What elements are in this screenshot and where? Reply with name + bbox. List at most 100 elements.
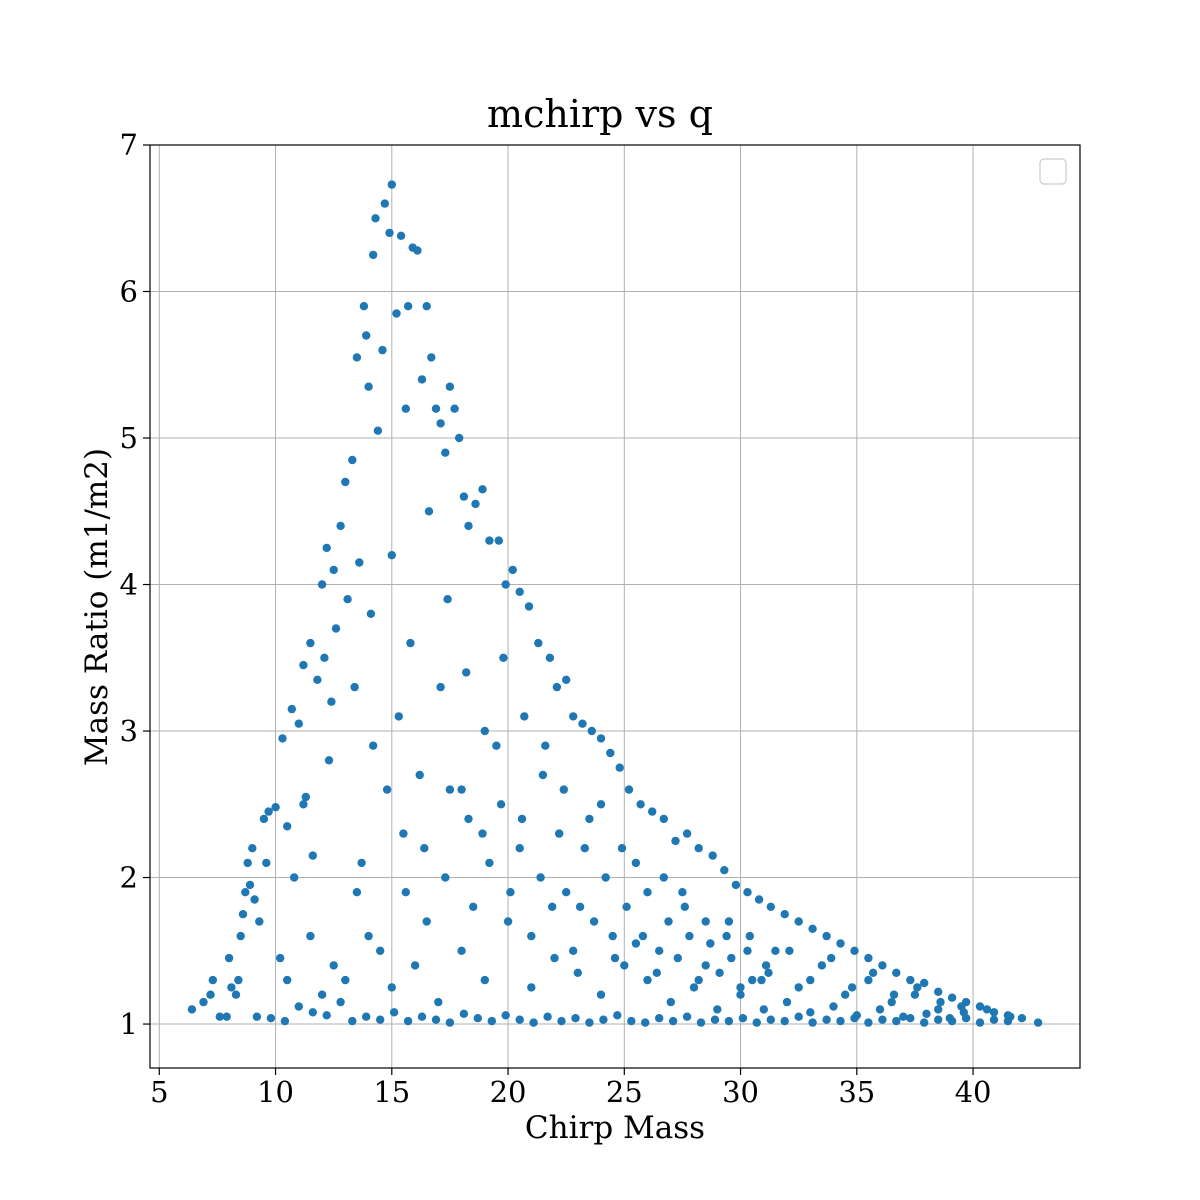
- data-point: [308, 851, 317, 860]
- data-point: [362, 331, 371, 340]
- data-point: [496, 800, 506, 809]
- data-point: [575, 902, 585, 911]
- data-point: [283, 975, 292, 985]
- data-point: [341, 477, 350, 487]
- data-point: [655, 1014, 664, 1023]
- data-point: [659, 814, 668, 824]
- data-point: [850, 946, 859, 955]
- data-point: [324, 756, 334, 765]
- data-point: [541, 741, 550, 750]
- data-point: [715, 968, 724, 977]
- data-point: [485, 858, 494, 868]
- grid: [150, 144, 1080, 1068]
- data-point: [327, 697, 336, 706]
- data-point: [878, 1015, 887, 1024]
- data-point: [794, 983, 803, 992]
- data-point: [264, 807, 273, 816]
- data-point: [982, 1005, 992, 1014]
- data-point: [920, 978, 929, 988]
- data-point: [822, 1015, 831, 1024]
- data-point: [431, 1015, 441, 1024]
- data-point: [596, 734, 606, 743]
- data-point: [892, 968, 901, 977]
- data-point: [580, 844, 589, 853]
- data-point: [352, 353, 362, 362]
- data-point: [827, 953, 836, 963]
- data-point: [617, 844, 627, 853]
- data-point: [215, 1012, 224, 1021]
- data-point: [283, 822, 292, 831]
- data-point: [403, 1016, 413, 1026]
- data-point: [808, 924, 817, 933]
- data-point: [615, 763, 624, 772]
- data-point: [248, 844, 257, 853]
- data-point: [387, 180, 396, 189]
- data-point: [759, 1005, 768, 1014]
- data-point: [478, 829, 487, 838]
- data-point: [934, 987, 943, 996]
- data-point: [401, 888, 410, 897]
- data-point: [382, 785, 392, 794]
- x-tick-label: 30: [722, 1075, 759, 1109]
- data-point: [422, 302, 431, 311]
- data-point: [278, 734, 287, 743]
- data-point: [552, 682, 562, 692]
- data-point: [515, 844, 524, 853]
- data-point: [266, 1014, 276, 1023]
- data-points: [187, 180, 1043, 1027]
- data-point: [545, 653, 555, 662]
- data-point: [696, 1018, 706, 1027]
- data-point: [455, 433, 464, 443]
- data-point: [478, 485, 487, 494]
- data-point: [689, 983, 699, 992]
- data-point: [817, 961, 827, 970]
- data-point: [410, 961, 420, 970]
- data-point: [785, 946, 794, 955]
- data-point: [682, 1012, 692, 1021]
- data-point: [294, 719, 303, 728]
- data-point: [494, 536, 503, 545]
- data-point: [743, 888, 752, 897]
- data-point: [348, 455, 357, 465]
- data-point: [515, 587, 524, 596]
- data-point: [764, 968, 773, 977]
- data-point: [710, 1015, 720, 1024]
- data-point: [569, 946, 578, 955]
- data-point: [366, 609, 376, 618]
- data-point: [443, 595, 452, 604]
- data-point: [782, 997, 792, 1007]
- x-tick-label: 5: [150, 1075, 168, 1109]
- data-point: [396, 231, 406, 240]
- data-point: [317, 580, 327, 589]
- data-point: [301, 792, 310, 802]
- data-point: [417, 375, 427, 384]
- data-point: [947, 993, 957, 1002]
- data-point: [806, 975, 815, 985]
- data-point: [624, 785, 634, 794]
- data-point: [222, 1012, 231, 1021]
- data-point: [422, 917, 431, 926]
- data-point: [745, 931, 754, 941]
- x-tick-label: 15: [373, 1075, 410, 1109]
- data-point: [299, 660, 308, 670]
- data-point: [234, 975, 243, 985]
- data-point: [694, 975, 703, 985]
- data-point: [706, 939, 715, 948]
- data-point: [794, 917, 803, 926]
- data-point: [499, 653, 508, 662]
- data-point: [666, 997, 675, 1007]
- data-point: [852, 1011, 861, 1020]
- data-point: [445, 1018, 455, 1027]
- data-point: [271, 803, 280, 812]
- data-point: [506, 888, 515, 897]
- data-point: [306, 638, 315, 648]
- data-point: [701, 917, 710, 926]
- data-point: [534, 638, 543, 648]
- x-tick-label: 40: [955, 1075, 992, 1109]
- data-point: [836, 1016, 845, 1026]
- data-point: [713, 1005, 722, 1014]
- data-point: [555, 829, 564, 838]
- data-point: [975, 1002, 985, 1011]
- y-tick-label: 6: [120, 275, 138, 309]
